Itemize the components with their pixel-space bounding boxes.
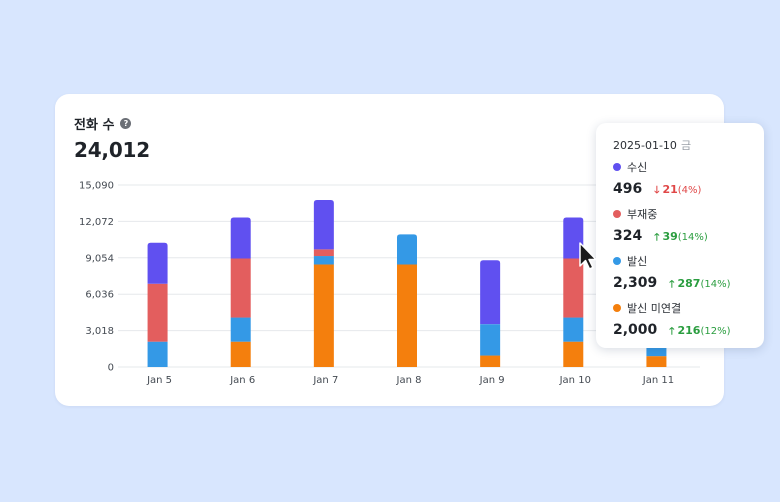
bar-segment <box>313 256 334 265</box>
x-tick-label: Jan 9 <box>479 375 505 386</box>
tooltip-item-incoming: 수신 496 🡓 21 (4%) <box>613 159 701 200</box>
x-tick-label: Jan 7 <box>312 375 338 386</box>
bar-segment <box>147 341 168 367</box>
tooltip-date-row: 2025-01-10 금 <box>613 137 691 153</box>
chart-tooltip: 2025-01-10 금 수신 496 🡓 21 (4%) 부재중 324 🡑 39 (1… <box>596 123 764 348</box>
bar-segment <box>646 356 667 367</box>
tooltip-item-value: 324 <box>613 228 643 244</box>
tooltip-item-value: 2,309 <box>613 275 658 291</box>
bar-segment <box>230 217 251 259</box>
tooltip-date: 2025-01-10 <box>613 139 677 152</box>
x-tick-label: Jan 8 <box>396 375 422 386</box>
y-tick-label: 3,018 <box>85 326 114 337</box>
y-tick-label: 6,036 <box>85 290 114 301</box>
incoming-legend-dot <box>613 163 621 171</box>
bar-segment <box>480 260 501 325</box>
bar-segment <box>563 341 584 367</box>
tooltip-item-value: 496 <box>613 181 643 197</box>
tooltip-item-label: 부재중 <box>627 208 658 221</box>
bar-segment <box>313 249 334 257</box>
total-calls-value: 24,012 <box>74 138 150 162</box>
x-tick-label: Jan 11 <box>642 375 674 386</box>
arrow-up-icon: 🡑 <box>669 279 675 290</box>
y-tick-label: 12,072 <box>79 217 114 228</box>
tooltip-item-change: 🡑 216 (12%) <box>669 324 730 341</box>
tooltip-item-label: 발신 <box>627 255 648 268</box>
bar-segment <box>313 264 334 367</box>
x-tick-label: Jan 10 <box>559 375 591 386</box>
tooltip-item-change: 🡓 21 (4%) <box>654 183 701 200</box>
x-tick-label: Jan 5 <box>146 375 172 386</box>
mouse-pointer-icon <box>579 242 597 270</box>
bar-segment <box>147 283 168 342</box>
bar-segment <box>147 242 168 284</box>
y-tick-label: 15,090 <box>79 181 114 192</box>
outgoing-legend-dot <box>613 257 621 265</box>
tooltip-day: 금 <box>680 139 692 152</box>
bar-segment <box>313 199 334 250</box>
y-tick-label: 9,054 <box>85 253 114 264</box>
x-tick-label: Jan 6 <box>229 375 255 386</box>
card-title: 전화 수 <box>74 118 115 133</box>
y-tick-label: 0 <box>108 363 114 374</box>
tooltip-item-outgoing: 발신 2,309 🡑 287 (14%) <box>613 253 731 294</box>
bar-segment <box>480 355 501 367</box>
arrow-down-icon: 🡓 <box>654 185 660 196</box>
question-circle-icon[interactable]: ? <box>120 118 132 129</box>
card-header: 전화 수 ? <box>74 114 132 133</box>
missed-legend-dot <box>613 210 621 218</box>
stacked-bar-chart: 0 3,018 6,036 9,054 12,072 15,090 Jan 5 Jan 6 Ja… <box>79 181 700 386</box>
bar-segment <box>230 317 251 342</box>
bar-segment <box>563 258 584 318</box>
bar-segment <box>563 317 584 342</box>
arrow-up-icon: 🡑 <box>654 232 660 243</box>
tooltip-item-outgoing-unconnected: 발신 미연결 2,000 🡑 216 (12%) <box>613 300 731 341</box>
tooltip-item-change: 🡑 39 (14%) <box>654 230 708 247</box>
bar-segment <box>397 234 417 265</box>
bar-segment <box>563 217 584 259</box>
arrow-up-icon: 🡑 <box>669 326 675 337</box>
bar-segment <box>397 264 417 367</box>
tooltip-item-label: 수신 <box>627 161 648 174</box>
tooltip-item-missed: 부재중 324 🡑 39 (14%) <box>613 206 708 247</box>
tooltip-item-value: 2,000 <box>613 322 658 338</box>
bar-segment <box>230 258 251 318</box>
bar-segment <box>230 341 251 367</box>
outgoing-unconnected-legend-dot <box>613 304 621 312</box>
bar-segment <box>480 324 501 356</box>
tooltip-item-label: 발신 미연결 <box>627 302 682 315</box>
tooltip-item-change: 🡑 287 (14%) <box>669 277 730 294</box>
